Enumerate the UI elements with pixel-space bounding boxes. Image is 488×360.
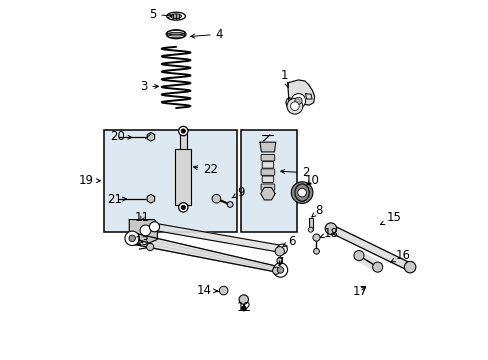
Circle shape — [125, 231, 139, 246]
Circle shape — [325, 223, 336, 234]
Circle shape — [290, 102, 299, 111]
Circle shape — [275, 247, 284, 256]
Circle shape — [149, 222, 159, 232]
Polygon shape — [132, 233, 280, 273]
Text: 3: 3 — [140, 80, 158, 93]
Bar — [104, 130, 237, 232]
Ellipse shape — [166, 12, 185, 20]
Circle shape — [272, 267, 279, 274]
Text: 4: 4 — [190, 28, 223, 41]
Circle shape — [286, 98, 302, 114]
Text: 18: 18 — [320, 227, 338, 240]
Circle shape — [404, 261, 415, 273]
Text: 15: 15 — [380, 211, 401, 225]
FancyArrowPatch shape — [219, 200, 227, 203]
Polygon shape — [147, 132, 154, 141]
Text: 5: 5 — [149, 8, 172, 21]
Bar — [241, 130, 296, 232]
Circle shape — [239, 295, 248, 304]
Ellipse shape — [170, 14, 181, 18]
FancyBboxPatch shape — [262, 176, 273, 183]
Circle shape — [273, 263, 287, 277]
Text: 22: 22 — [193, 163, 218, 176]
Polygon shape — [147, 194, 154, 203]
Circle shape — [241, 306, 246, 311]
FancyBboxPatch shape — [261, 184, 274, 190]
Text: 2: 2 — [280, 166, 309, 179]
Polygon shape — [330, 224, 409, 271]
Text: 10: 10 — [305, 174, 319, 187]
Text: 20: 20 — [110, 130, 132, 143]
Text: 21: 21 — [107, 193, 126, 206]
Circle shape — [307, 227, 313, 232]
Polygon shape — [305, 94, 311, 99]
Bar — [308, 218, 312, 230]
Text: 14: 14 — [196, 284, 217, 297]
Text: 1: 1 — [280, 69, 288, 87]
Circle shape — [212, 194, 220, 203]
Circle shape — [294, 97, 302, 104]
Circle shape — [178, 126, 187, 136]
Circle shape — [181, 129, 185, 133]
FancyBboxPatch shape — [262, 162, 273, 168]
Text: 7: 7 — [276, 256, 284, 269]
Circle shape — [276, 258, 282, 264]
Polygon shape — [154, 223, 282, 253]
Polygon shape — [260, 188, 275, 200]
Text: 11: 11 — [134, 211, 149, 224]
Text: 9: 9 — [232, 186, 244, 199]
Circle shape — [297, 188, 306, 197]
Polygon shape — [129, 220, 157, 243]
Circle shape — [140, 225, 151, 236]
Circle shape — [372, 262, 382, 272]
Text: 17: 17 — [351, 285, 366, 298]
Circle shape — [129, 235, 135, 242]
Circle shape — [277, 267, 283, 273]
Circle shape — [227, 202, 232, 207]
Text: 13: 13 — [134, 235, 149, 248]
FancyBboxPatch shape — [261, 169, 274, 175]
Circle shape — [312, 234, 320, 241]
Circle shape — [291, 94, 305, 108]
Text: 19: 19 — [78, 174, 100, 187]
Circle shape — [178, 203, 187, 212]
Bar — [179, 133, 186, 151]
Text: 8: 8 — [311, 204, 322, 217]
Circle shape — [291, 182, 312, 203]
Circle shape — [353, 251, 363, 261]
Text: 12: 12 — [236, 301, 251, 314]
Text: 16: 16 — [389, 249, 410, 262]
Circle shape — [146, 243, 153, 251]
Ellipse shape — [166, 30, 185, 39]
Circle shape — [313, 248, 319, 254]
FancyBboxPatch shape — [261, 154, 274, 161]
Text: 6: 6 — [282, 235, 295, 248]
Circle shape — [181, 205, 185, 210]
Circle shape — [277, 244, 287, 254]
Circle shape — [219, 286, 227, 295]
Bar — [175, 149, 191, 205]
Polygon shape — [260, 142, 275, 152]
Polygon shape — [285, 80, 314, 110]
